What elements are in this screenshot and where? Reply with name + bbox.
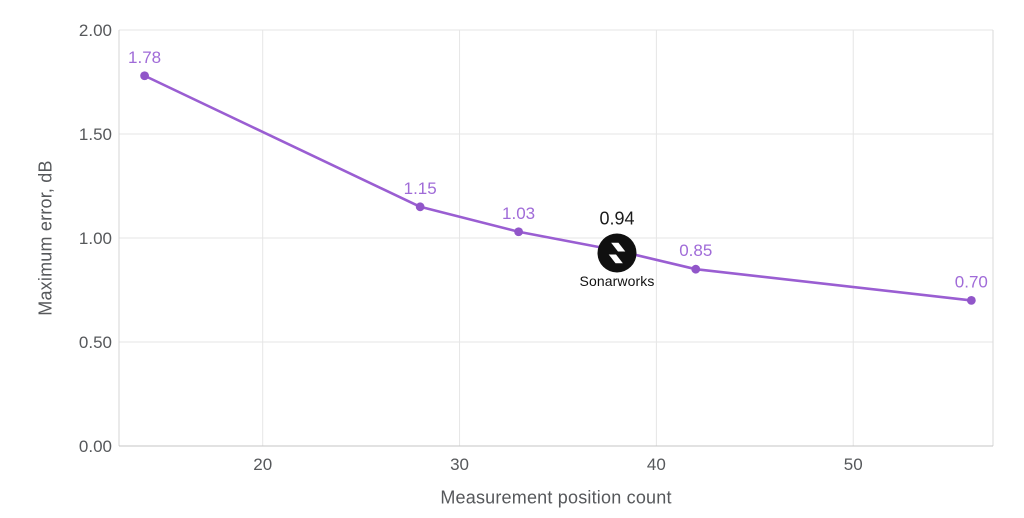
data-point-label: 1.78 <box>128 48 161 67</box>
data-point-label: 0.70 <box>955 272 988 291</box>
data-point <box>415 202 425 212</box>
data-point <box>691 264 701 274</box>
data-point-label: 1.03 <box>502 204 535 223</box>
x-tick-label: 30 <box>450 455 469 474</box>
sonarworks-caption: Sonarworks <box>579 273 655 290</box>
data-point <box>140 71 149 81</box>
y-axis-title: Maximum error, dB <box>35 160 56 316</box>
highlight-point-label: 0.94 <box>599 208 634 228</box>
data-point <box>514 227 523 237</box>
x-tick-label: 50 <box>844 455 863 474</box>
data-point-label: 1.15 <box>404 179 437 198</box>
y-tick-label: 1.00 <box>79 229 112 248</box>
x-axis-title: Measurement position count <box>440 487 672 508</box>
sonarworks-logo-badge <box>597 233 637 273</box>
sonarworks-flash-icon <box>608 243 626 264</box>
data-line <box>143 74 973 302</box>
y-tick-label: 1.50 <box>79 125 112 144</box>
x-tick-label: 20 <box>253 455 272 474</box>
y-tick-label: 2.00 <box>79 21 112 40</box>
y-tick-label: 0.00 <box>79 437 112 456</box>
data-point-label: 0.85 <box>679 241 712 260</box>
x-tick-label: 40 <box>647 455 666 474</box>
y-tick-label: 0.50 <box>79 333 112 352</box>
data-point <box>966 296 976 305</box>
